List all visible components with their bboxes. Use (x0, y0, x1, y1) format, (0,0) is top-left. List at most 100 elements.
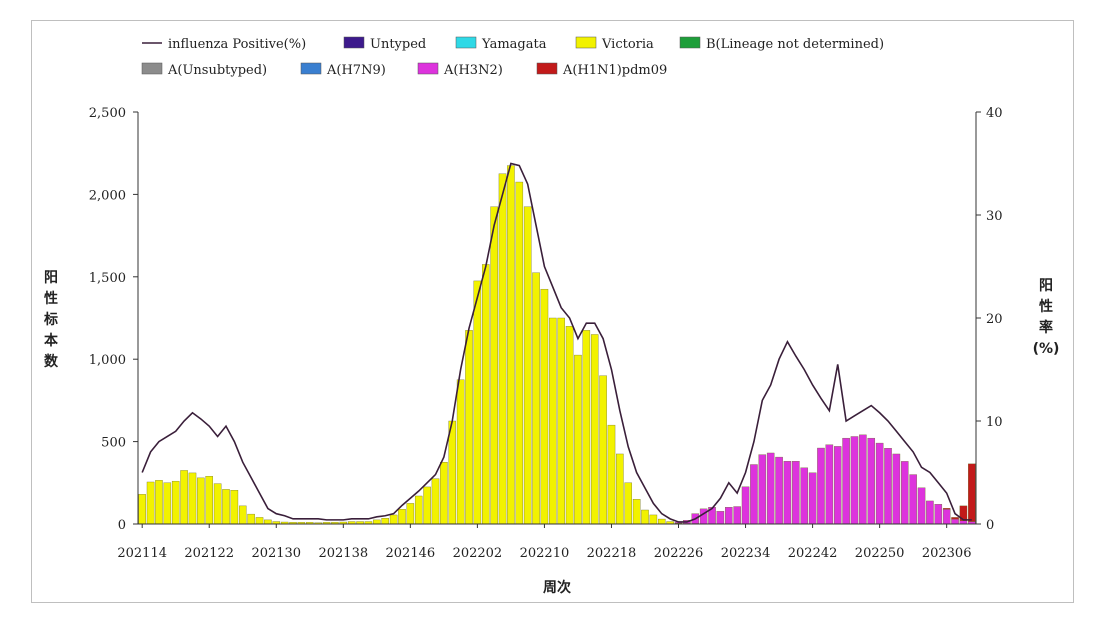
x-tick-label-1: 202122 (184, 546, 234, 561)
bar-victoria-1 (146, 481, 155, 525)
y-left-tick-label-5: 2,500 (89, 106, 126, 121)
y-right-tick-label-1: 10 (986, 415, 1003, 430)
bar-victoria-59 (632, 499, 641, 525)
bar-victoria-13 (247, 513, 255, 525)
bar-a-h3n2-80 (808, 472, 817, 525)
bar-a-h3n2-88 (875, 442, 884, 525)
bar-a-h3n2-69 (716, 511, 725, 524)
legend-label-untyped: Untyped (370, 37, 426, 52)
bar-a-h3n2-91 (901, 461, 909, 525)
bar-victoria-34 (423, 486, 431, 525)
bar-a-h1n1-pdm09-97 (951, 517, 959, 520)
y-right-tick-label-4: 40 (986, 106, 1003, 121)
legend-label-b-lineage-not-determined: B(Lineage not determined) (706, 37, 884, 52)
bar-a-h3n2-77 (783, 461, 792, 525)
bar-victoria-38 (456, 379, 465, 525)
axes-group: 0 500 1,000 1,500 2,000 2,500 0 10 20 30 40 202114 2… (43, 106, 1059, 596)
legend-swatch-a-unsubtyped (141, 62, 163, 75)
bar-a-h1n1-pdm09-96 (942, 508, 951, 510)
legend-label-yamagata: Yamagata (481, 37, 547, 52)
bar-victoria-31 (398, 508, 406, 525)
bar-victoria-39 (465, 330, 473, 525)
x-tick-label-2: 202130 (251, 546, 301, 561)
bar-victoria-60 (641, 509, 649, 525)
bar-victoria-54 (590, 334, 599, 525)
bar-victoria-11 (230, 490, 239, 525)
legend-swatch-untyped (343, 36, 365, 49)
y-right-tick-label-3: 30 (986, 209, 1003, 224)
bar-victoria-61 (649, 514, 658, 525)
bar-a-h3n2-67 (699, 508, 708, 524)
bar-victoria-41 (482, 264, 490, 525)
bar-a-h1n1-pdm09-98 (959, 505, 968, 521)
bar-a-h1n1-pdm09-99 (968, 463, 976, 522)
bar-a-h3n2-90 (892, 453, 901, 525)
bar-a-h3n2-72 (741, 486, 750, 525)
bar-victoria-45 (515, 181, 524, 525)
x-tick-label-4: 202146 (386, 546, 436, 561)
bar-victoria-51 (565, 326, 574, 525)
bar-a-h3n2-89 (884, 448, 892, 525)
bar-victoria-55 (599, 375, 607, 525)
x-tick-label-7: 202218 (587, 546, 637, 561)
y-right-tick-label-2: 20 (986, 312, 1003, 327)
bar-victoria-12 (238, 505, 247, 525)
bar-a-h3n2-70 (725, 507, 733, 524)
bar-victoria-52 (574, 354, 582, 525)
y-left-title-char-4: 数 (44, 353, 59, 370)
legend-label-a-unsubtyped: A(Unsubtyped) (167, 63, 267, 78)
bar-a-h3n2-76 (775, 456, 783, 525)
bar-victoria-5 (180, 470, 188, 525)
bar-victoria-43 (498, 173, 507, 525)
bar-a-h3n2-96 (942, 508, 951, 525)
bar-a-h3n2-73 (750, 464, 758, 525)
legend-swatch-b-lineage-not-determined (679, 36, 701, 49)
y-right-title-char-3: (%) (1033, 341, 1060, 357)
bar-victoria-2 (155, 480, 163, 525)
bar-victoria-29 (381, 518, 389, 525)
x-tick-label-3: 202138 (318, 546, 368, 561)
legend-swatch-yamagata (455, 36, 477, 49)
bar-victoria-49 (549, 317, 557, 525)
bar-victoria-50 (557, 317, 565, 525)
x-tick-label-9: 202234 (721, 546, 771, 561)
bar-victoria-6 (188, 472, 197, 525)
y-right-tick-label-0: 0 (986, 518, 994, 533)
bar-victoria-42 (490, 206, 498, 525)
bar-a-h3n2-86 (859, 434, 867, 525)
bar-victoria-3 (163, 482, 172, 525)
bars-group (138, 165, 976, 525)
bar-victoria-48 (540, 288, 549, 525)
x-tick-label-10: 202242 (788, 546, 838, 561)
bar-a-h3n2-78 (792, 461, 800, 525)
bar-a-h3n2-85 (850, 436, 859, 525)
legend-label-a-h1n1-pdm09: A(H1N1)pdm09 (562, 63, 667, 78)
x-axis-title: 周次 (543, 579, 571, 596)
legend-label-a-h3n2: A(H3N2) (443, 63, 503, 78)
bar-victoria-15 (264, 519, 272, 525)
bar-a-h3n2-93 (917, 487, 926, 525)
y-left-title-char-2: 标 (43, 311, 58, 328)
bar-a-h3n2-92 (909, 474, 917, 525)
bar-victoria-47 (532, 272, 540, 525)
legend-label-a-h7n9: A(H7N9) (326, 63, 386, 78)
y-right-title-char-0: 阳 (1039, 278, 1053, 294)
bar-a-h3n2-81 (817, 447, 825, 525)
y-right-title-char-2: 率 (1039, 319, 1053, 336)
x-tick-label-0: 202114 (117, 546, 167, 561)
bar-victoria-0 (138, 494, 146, 525)
bar-victoria-40 (473, 280, 482, 525)
bar-a-h3n2-84 (842, 437, 850, 525)
legend-label-influenza-positive: influenza Positive(%) (168, 37, 306, 52)
bar-a-h3n2-95 (934, 504, 943, 525)
bar-victoria-32 (406, 503, 415, 525)
x-tick-label-11: 202250 (855, 546, 905, 561)
legend-swatch-a-h7n9 (300, 62, 322, 75)
legend-swatch-a-h1n1-pdm09 (536, 62, 558, 75)
y-left-tick-label-2: 1,000 (89, 353, 126, 368)
bar-a-h3n2-87 (867, 437, 876, 525)
bar-a-h3n2-94 (926, 500, 934, 525)
positive-rate-line-group (141, 162, 972, 523)
bar-victoria-35 (431, 478, 440, 525)
bar-victoria-58 (624, 482, 632, 525)
